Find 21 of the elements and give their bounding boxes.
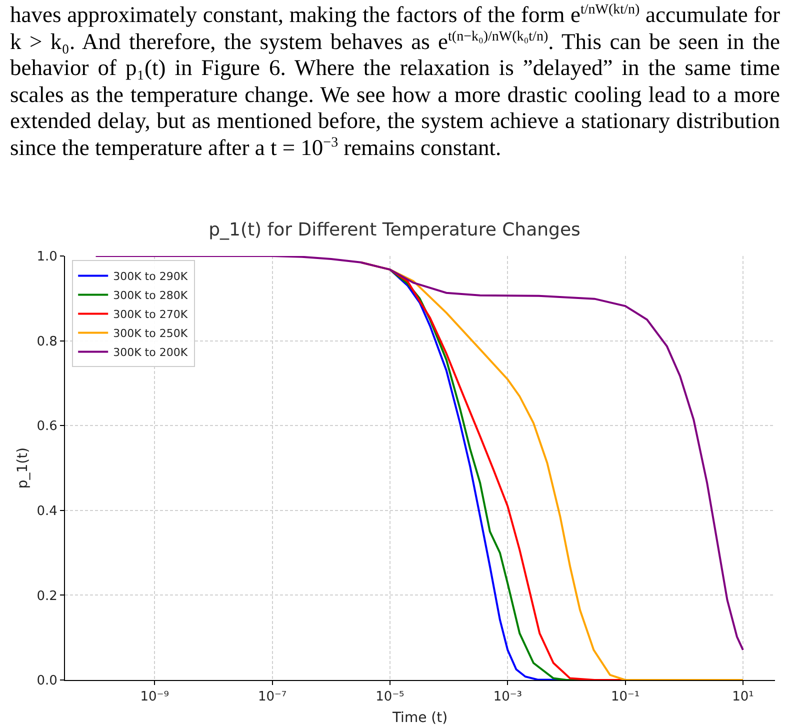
- legend-label: 300K to 270K: [113, 308, 188, 322]
- chart-title: p_1(t) for Different Temperature Changes: [208, 219, 580, 240]
- legend-label: 300K to 200K: [113, 346, 188, 360]
- y-axis-title: p_1(t): [15, 447, 31, 489]
- legend-label: 300K to 280K: [113, 289, 188, 302]
- legend-label: 300K to 290K: [113, 270, 188, 284]
- x-tick-label: 10⁻⁷: [258, 690, 287, 705]
- x-tick-label: 10⁻¹: [610, 690, 640, 705]
- y-tick-label: 0.0: [36, 674, 58, 689]
- x-tick-label: 10⁻⁵: [376, 690, 404, 705]
- y-tick-label: 0.2: [36, 588, 58, 604]
- y-tick-label: 1.0: [36, 250, 58, 265]
- x-axis-title: Time (t): [391, 710, 448, 726]
- y-tick-label: 0.4: [36, 504, 58, 519]
- x-tick-label: 10⁻³: [493, 690, 522, 705]
- legend-label: 300K to 250K: [113, 327, 188, 340]
- y-tick-label: 0.8: [36, 334, 58, 350]
- text: haves approximately constant, making the factors of the form e$^{t/nW(kt/n)}$ accumulate for k > k₀. And therefore, the system behaves as e$^{t(n−k₀)/nW(k₀t/n)}$. This can be seen in the behavior of p₁(t) in Figure 6. Where the relaxation is ”delayed” in the same time scales as the temperature change. We see how a more drastic cooling lead to a more extended delay, but as mentioned before, the system achieve a stationary distribution since the temperature after a t = 10$^{−3}$ remains constant.: [10, 2, 780, 160]
- x-tick-label: 10¹: [732, 690, 754, 705]
- x-tick-label: 10⁻⁹: [140, 690, 169, 705]
- y-tick-label: 0.6: [36, 419, 58, 434]
